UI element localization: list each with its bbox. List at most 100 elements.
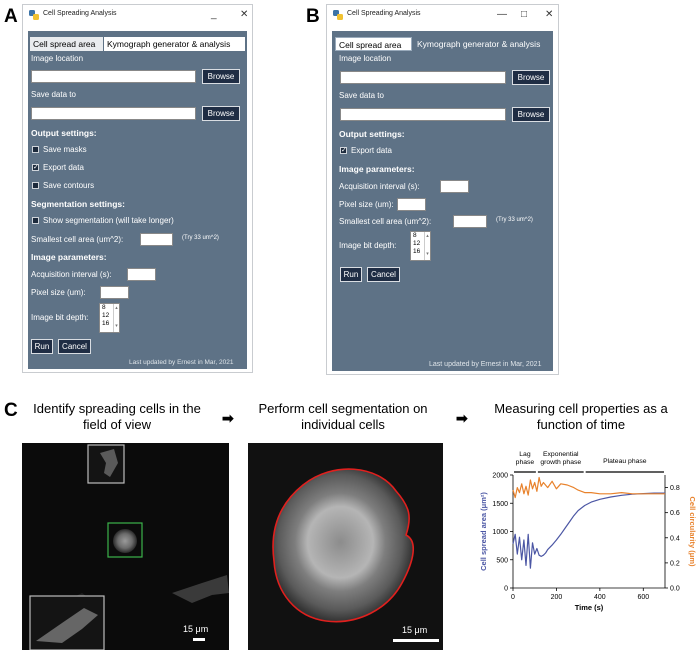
smallest-cell-hint: (Try 33 um^2) bbox=[496, 217, 533, 223]
pixel-size-input[interactable] bbox=[100, 286, 129, 299]
segmentation-settings-header: Segmentation settings: bbox=[31, 199, 125, 209]
show-segmentation-checkbox[interactable] bbox=[32, 217, 39, 224]
close-button[interactable]: ✕ bbox=[240, 9, 249, 20]
scale-label: 15 μm bbox=[402, 625, 428, 635]
minimize-button[interactable]: _ bbox=[211, 9, 217, 20]
cell-properties-chart: 0 200 400 600 0 500 1000 1500 2000 0.0 0.2 0.4 0.6 0.… bbox=[475, 440, 697, 654]
panel-label-b: B bbox=[306, 6, 320, 27]
maximize-button[interactable]: □ bbox=[521, 9, 528, 20]
pixel-size-label: Pixel size (um): bbox=[339, 200, 394, 209]
cancel-button[interactable]: Cancel bbox=[58, 339, 91, 354]
acquisition-interval-label: Acquisition interval (s): bbox=[31, 270, 112, 279]
bit-option[interactable]: 12 bbox=[413, 240, 421, 247]
export-data-label: Export data bbox=[351, 146, 392, 155]
save-contours-checkbox[interactable] bbox=[32, 182, 39, 189]
bit-depth-list[interactable]: 8 12 16 ▴ ▾ bbox=[99, 303, 120, 333]
run-button[interactable]: Run bbox=[31, 339, 53, 354]
browse-image-button[interactable]: Browse bbox=[512, 70, 550, 85]
selection-box bbox=[107, 522, 143, 558]
bit-depth-list[interactable]: 8 12 16 ▴ ▾ bbox=[410, 231, 431, 261]
image-location-input[interactable] bbox=[31, 70, 196, 83]
window-b: Cell Spreading Analysis — □ ✕ Cell sprea… bbox=[326, 4, 559, 375]
cancel-button[interactable]: Cancel bbox=[367, 267, 400, 282]
phase-label: Lag bbox=[519, 451, 531, 458]
series-line-circularity bbox=[512, 476, 665, 499]
image-location-input[interactable] bbox=[340, 71, 506, 84]
scale-bar bbox=[193, 638, 205, 641]
export-data-checkbox[interactable]: ✓ bbox=[32, 164, 39, 171]
y-left-tick-label: 2000 bbox=[492, 473, 508, 480]
segmented-cell-image: 15 μm bbox=[248, 443, 443, 650]
close-button[interactable]: ✕ bbox=[545, 9, 554, 20]
browse-save-button[interactable]: Browse bbox=[202, 106, 240, 121]
series-line-spread-area bbox=[512, 492, 665, 569]
arrow-right-icon: ➡ bbox=[456, 410, 468, 426]
list-scrollbar[interactable]: ▴ ▾ bbox=[113, 304, 119, 332]
output-settings-header: Output settings: bbox=[339, 129, 405, 139]
phase-label: Exponential bbox=[543, 451, 579, 458]
smallest-cell-label: Smallest cell area (um^2): bbox=[31, 235, 124, 244]
tab-cell-spread-area[interactable]: Cell spread area bbox=[335, 37, 412, 51]
step2-title: Perform cell segmentation on individual … bbox=[258, 401, 428, 432]
export-data-checkbox[interactable]: ✓ bbox=[340, 147, 347, 154]
bit-option[interactable]: 8 bbox=[102, 304, 106, 311]
list-scrollbar[interactable]: ▴ ▾ bbox=[424, 232, 430, 260]
chart-svg: 0 200 400 600 0 500 1000 1500 2000 0.0 0.2 0.4 0.6 0.… bbox=[479, 451, 697, 612]
bit-depth-label: Image bit depth: bbox=[31, 313, 89, 322]
arrow-right-icon: ➡ bbox=[222, 410, 234, 426]
save-data-label: Save data to bbox=[31, 90, 76, 99]
field-of-view-drawing bbox=[22, 443, 229, 650]
scale-bar bbox=[393, 639, 439, 642]
acquisition-interval-input[interactable] bbox=[127, 268, 156, 281]
footer-text: Last updated by Ernest in Mar, 2021 bbox=[429, 361, 542, 368]
window-a-gui: Cell spread area Kymograph generator & a… bbox=[28, 31, 247, 369]
smallest-cell-input[interactable] bbox=[453, 215, 487, 228]
panel-label-a: A bbox=[4, 6, 18, 27]
y-left-tick-label: 500 bbox=[496, 557, 508, 564]
pixel-size-label: Pixel size (um): bbox=[31, 288, 86, 297]
tab-cell-spread-area[interactable]: Cell spread area bbox=[30, 37, 103, 51]
background-cell bbox=[172, 575, 229, 603]
image-parameters-header: Image parameters: bbox=[31, 252, 107, 262]
window-b-titlebar: Cell Spreading Analysis — □ ✕ bbox=[327, 5, 558, 27]
save-data-input[interactable] bbox=[340, 108, 506, 121]
window-a: Cell Spreading Analysis _ ✕ Cell spread … bbox=[22, 4, 253, 373]
smallest-cell-label: Smallest cell area (um^2): bbox=[339, 217, 432, 226]
window-b-gui: Cell spread area Kymograph generator & a… bbox=[332, 31, 553, 371]
browse-save-button[interactable]: Browse bbox=[512, 107, 550, 122]
tab-kymograph[interactable]: Kymograph generator & analysis bbox=[417, 39, 541, 49]
window-b-title: Cell Spreading Analysis bbox=[347, 10, 421, 17]
save-masks-checkbox[interactable] bbox=[32, 146, 39, 153]
acquisition-interval-label: Acquisition interval (s): bbox=[339, 182, 420, 191]
pixel-size-input[interactable] bbox=[397, 198, 426, 211]
bit-option[interactable]: 12 bbox=[102, 312, 110, 319]
smallest-cell-input[interactable] bbox=[140, 233, 173, 246]
image-location-label: Image location bbox=[339, 54, 392, 63]
run-button[interactable]: Run bbox=[340, 267, 362, 282]
python-logo-icon bbox=[333, 10, 343, 20]
x-tick-label: 400 bbox=[594, 594, 606, 601]
segmented-cell-drawing bbox=[248, 443, 443, 650]
bit-option[interactable]: 16 bbox=[102, 320, 110, 327]
y-right-tick-label: 0.4 bbox=[670, 535, 680, 542]
step3-title: Measuring cell properties as a function … bbox=[494, 401, 668, 432]
bit-option[interactable]: 16 bbox=[413, 248, 421, 255]
save-data-label: Save data to bbox=[339, 91, 384, 100]
y-left-tick-label: 0 bbox=[504, 586, 508, 593]
bit-depth-label: Image bit depth: bbox=[339, 241, 397, 250]
minimize-button[interactable]: — bbox=[497, 9, 507, 20]
browse-image-button[interactable]: Browse bbox=[202, 69, 240, 84]
y-left-axis-label: Cell spread area (μm²) bbox=[479, 492, 488, 571]
x-tick-label: 0 bbox=[511, 594, 515, 601]
bit-option[interactable]: 8 bbox=[413, 232, 417, 239]
acquisition-interval-input[interactable] bbox=[440, 180, 469, 193]
save-masks-label: Save masks bbox=[43, 145, 87, 154]
tab-kymograph[interactable]: Kymograph generator & analysis bbox=[104, 37, 245, 51]
panel-label-c: C bbox=[4, 400, 18, 421]
image-location-label: Image location bbox=[31, 54, 84, 63]
y-right-tick-label: 0.0 bbox=[670, 586, 680, 593]
save-data-input[interactable] bbox=[31, 107, 196, 120]
smallest-cell-hint: (Try 33 um^2) bbox=[182, 235, 219, 241]
footer-text: Last updated by Ernest in Mar, 2021 bbox=[129, 359, 234, 366]
phase-label: phase bbox=[516, 459, 535, 466]
